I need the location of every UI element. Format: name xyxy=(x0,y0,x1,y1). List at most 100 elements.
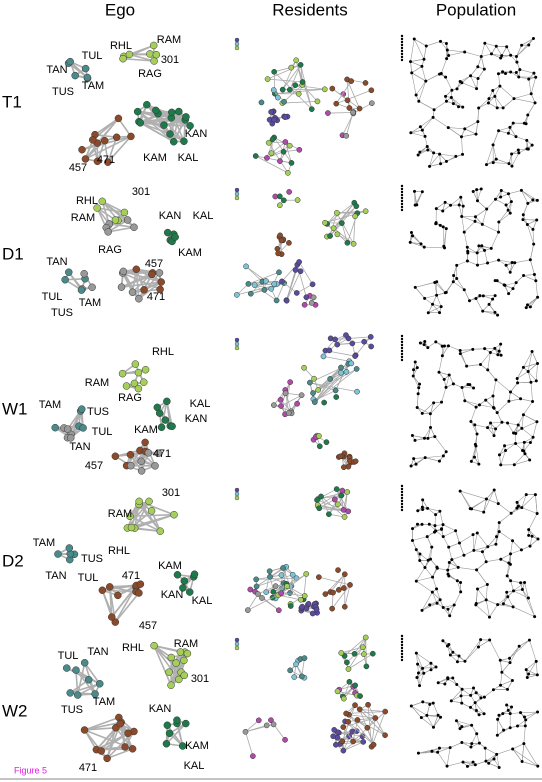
node xyxy=(477,244,481,248)
node xyxy=(301,593,308,599)
edge xyxy=(500,680,513,686)
edge xyxy=(532,219,537,230)
node xyxy=(400,49,404,53)
node xyxy=(420,128,424,132)
node xyxy=(434,665,438,669)
edge xyxy=(507,680,513,690)
node xyxy=(514,71,518,75)
edge xyxy=(456,720,472,726)
edge xyxy=(70,692,96,695)
node xyxy=(127,132,135,141)
node xyxy=(78,145,86,154)
node-label: TUS xyxy=(61,704,83,716)
node xyxy=(91,690,99,698)
node xyxy=(519,548,523,552)
node-label: 471 xyxy=(122,570,140,582)
edge xyxy=(530,259,535,275)
edge xyxy=(348,646,364,670)
node xyxy=(497,521,501,525)
node xyxy=(179,584,187,592)
node xyxy=(400,343,404,347)
node xyxy=(264,155,270,161)
node-label: TUL xyxy=(92,426,113,438)
node xyxy=(400,58,404,62)
edge xyxy=(416,576,433,582)
edge xyxy=(329,212,338,237)
edge xyxy=(523,363,538,368)
edge xyxy=(474,702,485,714)
node xyxy=(494,44,498,48)
edge xyxy=(69,679,90,694)
node xyxy=(409,231,413,235)
edge xyxy=(535,363,538,381)
node xyxy=(475,251,479,255)
node xyxy=(270,588,277,595)
edge xyxy=(507,201,512,211)
edge xyxy=(509,262,513,273)
node xyxy=(282,390,289,397)
node xyxy=(301,301,308,308)
node xyxy=(480,222,484,226)
node xyxy=(282,139,289,145)
edge xyxy=(267,78,303,83)
edge xyxy=(422,701,434,704)
node xyxy=(180,656,188,665)
node xyxy=(440,344,444,348)
edge xyxy=(520,398,533,402)
node xyxy=(496,717,500,721)
edge xyxy=(461,216,476,222)
node xyxy=(522,742,526,746)
node xyxy=(416,392,420,396)
node xyxy=(527,533,531,537)
node xyxy=(530,143,534,147)
node xyxy=(465,364,469,368)
edge xyxy=(496,158,510,164)
node xyxy=(460,386,464,390)
edge xyxy=(439,511,444,525)
node-label: RAG xyxy=(118,392,142,404)
edge xyxy=(492,130,499,145)
node xyxy=(500,420,504,424)
edge xyxy=(510,54,518,63)
edge xyxy=(422,666,437,669)
edge xyxy=(314,367,342,403)
node xyxy=(67,434,75,442)
edge xyxy=(464,400,477,408)
node xyxy=(331,496,338,503)
node xyxy=(459,590,463,594)
node xyxy=(508,125,512,129)
node xyxy=(509,390,513,394)
edge xyxy=(497,596,508,605)
node xyxy=(400,184,404,188)
node xyxy=(286,86,293,93)
node xyxy=(492,406,496,410)
node xyxy=(322,591,329,597)
node xyxy=(462,230,466,234)
edge xyxy=(354,637,367,655)
edge xyxy=(508,153,512,164)
node xyxy=(523,581,527,585)
edge xyxy=(114,592,140,623)
edge xyxy=(108,586,113,618)
node xyxy=(481,294,485,298)
node xyxy=(149,41,158,50)
node xyxy=(510,678,514,682)
edge xyxy=(515,443,523,451)
node xyxy=(515,60,519,64)
node xyxy=(400,358,404,362)
edge xyxy=(410,61,423,67)
node xyxy=(469,74,473,78)
edge xyxy=(480,56,485,70)
edge xyxy=(512,606,535,617)
node xyxy=(504,449,508,453)
edge xyxy=(418,751,438,754)
edge xyxy=(517,371,529,379)
node xyxy=(533,615,537,619)
node xyxy=(157,423,166,432)
node xyxy=(334,501,341,508)
edge xyxy=(410,242,425,248)
edge xyxy=(499,660,503,673)
node xyxy=(476,120,480,124)
edge xyxy=(461,75,471,83)
node-label: 457 xyxy=(69,162,87,174)
